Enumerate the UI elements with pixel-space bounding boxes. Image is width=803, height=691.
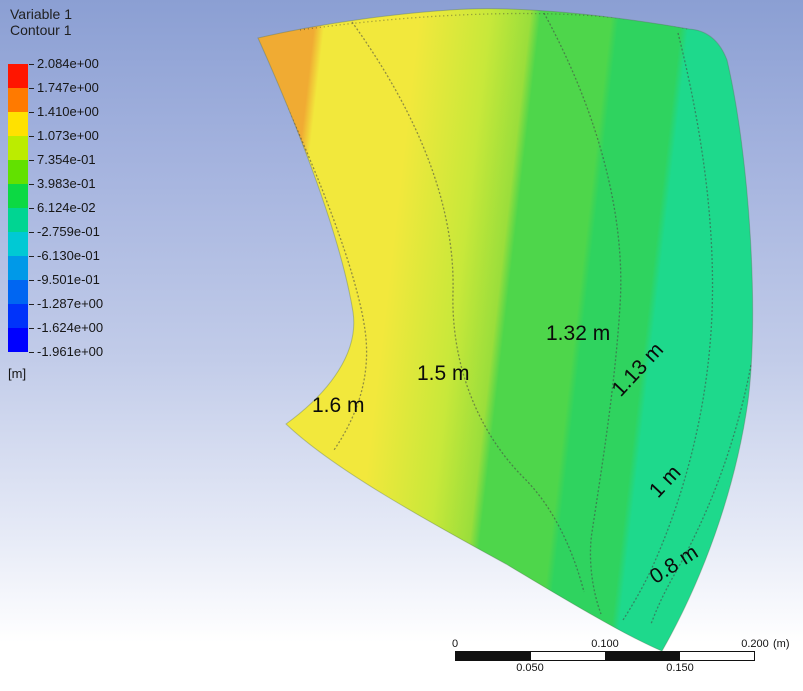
contour-boundary-line [270,71,368,451]
color-legend-bar [8,64,28,352]
mesh-speckle-line [299,12,689,31]
scale-tick-label: 0.050 [516,662,544,674]
scale-tick-label: 0.100 [591,638,619,650]
legend-tick-label: 1.747e+00 [29,76,103,100]
legend-tick-label: -9.501e-01 [29,268,103,292]
legend-color-block [8,232,28,256]
legend-color-block [8,304,28,328]
legend-color-block [8,184,28,208]
variable-title: Variable 1 [10,6,73,22]
legend-tick-label: 1.410e+00 [29,100,103,124]
scale-ruler-bar [455,651,755,661]
contour-title: Contour 1 [10,22,72,38]
legend-tick-label: 6.124e-02 [29,196,103,220]
scale-ruler: 0 0.100 0.200 (m) 0.050 0.150 [452,638,795,675]
contour-boundary-line [543,12,622,615]
legend-color-block [8,328,28,352]
legend-color-block [8,136,28,160]
legend-tick-label: -2.759e-01 [29,220,103,244]
scale-segment [456,652,531,660]
legend-tick-label: -1.961e+00 [29,340,103,364]
legend-color-block [8,208,28,232]
legend-color-block [8,112,28,136]
scale-segment [605,652,680,660]
scale-ruler-top-labels: 0 0.100 0.200 (m) [452,638,795,651]
color-legend-labels: 2.084e+00 1.747e+00 1.410e+00 1.073e+00 … [29,52,103,364]
contour-boundary-line [622,32,714,621]
legend-color-block [8,256,28,280]
legend-color-block [8,64,28,88]
scale-segment [530,652,605,660]
legend-color-block [8,88,28,112]
legend-tick-label: 3.983e-01 [29,172,103,196]
legend-tick-label: 2.084e+00 [29,52,103,76]
legend-tick-label: 1.073e+00 [29,124,103,148]
contour-boundary-line [650,364,752,625]
legend-tick-label: -1.624e+00 [29,316,103,340]
legend-color-block [8,280,28,304]
legend-tick-label: 7.354e-01 [29,148,103,172]
legend-tick-label: -6.130e-01 [29,244,103,268]
contour-label: 1.32 m [546,322,611,345]
scale-tick-label: 0.200 [741,638,769,650]
legend-color-block [8,160,28,184]
scale-tick-label: 0 [452,638,459,650]
scale-ruler-bottom-labels: 0.050 0.150 [455,661,795,675]
legend-unit: [m] [8,366,27,381]
blade-surface [257,8,754,652]
contour-label: 1.5 m [417,362,470,385]
scale-tick-label: 0.150 [666,662,694,674]
legend-tick-label: -1.287e+00 [29,292,103,316]
scale-segment [679,652,754,660]
scale-unit-label: (m) [773,638,790,650]
contour-label: 1.6 m [312,394,365,417]
legend-header: Variable 1 Contour 1 [10,6,72,38]
